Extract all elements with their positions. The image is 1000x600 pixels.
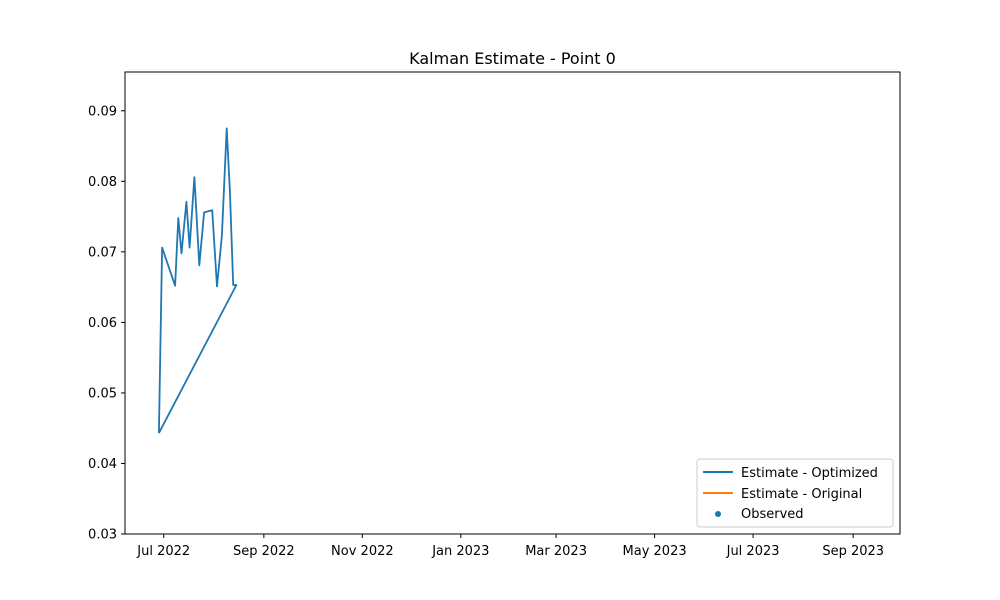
legend-label-estimate-original: Estimate - Original (741, 487, 862, 502)
x-tick-label: Mar 2023 (525, 544, 587, 559)
x-tick-label: May 2023 (623, 544, 687, 559)
y-tick-label: 0.06 (88, 316, 117, 331)
x-tick-label: Sep 2023 (822, 544, 884, 559)
y-axis: 0.03 0.04 0.05 0.06 0.07 0.08 0.09 (88, 104, 125, 543)
x-tick-label: Jul 2023 (726, 544, 780, 559)
x-tick-label: Nov 2022 (331, 544, 394, 559)
y-tick-label: 0.09 (88, 104, 117, 119)
chart-title: Kalman Estimate - Point 0 (409, 49, 616, 68)
y-tick-label: 0.05 (88, 386, 117, 401)
plot-frame (124, 71, 901, 535)
y-tick-label: 0.03 (88, 528, 117, 543)
x-tick-label: Jan 2023 (431, 544, 489, 559)
y-tick-label: 0.07 (88, 245, 117, 260)
x-tick-label: Jul 2022 (136, 544, 190, 559)
legend-label-estimate-optimized: Estimate - Optimized (741, 466, 878, 481)
x-tick-label: Sep 2022 (233, 544, 295, 559)
legend-swatch-observed (715, 511, 721, 517)
series-line-estimate-optimized (158, 127, 238, 434)
legend: Estimate - Optimized Estimate - Original… (696, 458, 894, 528)
legend-box (696, 458, 894, 528)
legend-label-observed: Observed (741, 507, 804, 522)
x-axis: Jul 2022 Sep 2022 Nov 2022 Jan 2023 Mar 2023… (136, 534, 884, 559)
y-tick-label: 0.04 (88, 457, 117, 472)
plot-series (158, 127, 238, 434)
y-tick-label: 0.08 (88, 175, 117, 190)
